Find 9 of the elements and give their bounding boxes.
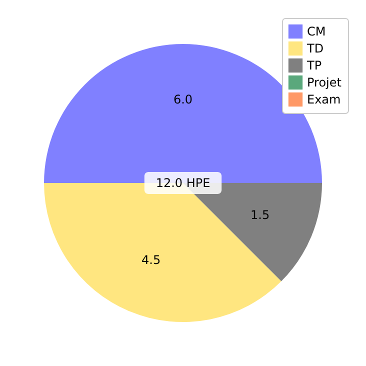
legend-label: Exam	[307, 92, 341, 106]
text: 12.0 HPE	[156, 176, 210, 190]
legend-label: Projet	[307, 76, 342, 90]
legend-label: TP	[306, 58, 322, 72]
data-label: 4.5	[142, 253, 161, 268]
data-label: 6.0	[173, 92, 193, 107]
data-label: 1.5	[250, 208, 270, 222]
legend-label: CM	[307, 24, 326, 38]
legend-label: TD	[306, 42, 324, 56]
